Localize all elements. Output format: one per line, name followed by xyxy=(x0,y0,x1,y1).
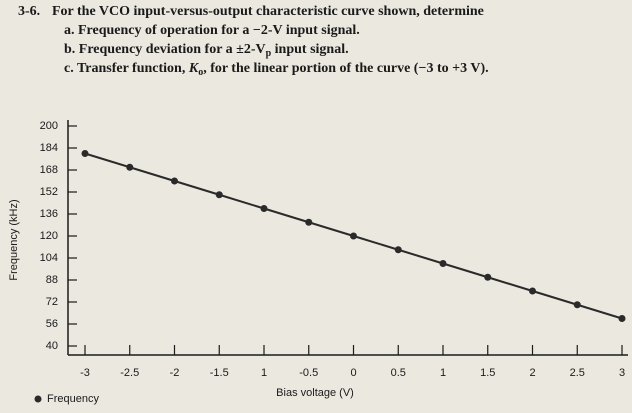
x-tick-label: 0 xyxy=(350,367,356,379)
y-tick-label: 152 xyxy=(40,186,58,198)
x-tick-label: 1 xyxy=(440,367,446,379)
item-text: p xyxy=(265,48,272,59)
data-point xyxy=(618,315,626,322)
item-text: o xyxy=(198,67,204,78)
data-point xyxy=(171,177,178,185)
data-point xyxy=(394,246,402,254)
question-stem: For the VCO input-versus-output characte… xyxy=(52,4,484,19)
item-text: a. Frequency of operation for a −2-V inp… xyxy=(64,23,360,38)
y-tick-label: 40 xyxy=(46,340,58,352)
x-tick-label: -2.5 xyxy=(120,367,139,379)
x-tick-label: -3 xyxy=(80,367,90,379)
question-number: 3-6. xyxy=(18,4,41,19)
item-text: , for the linear portion of the curve (−… xyxy=(203,61,489,76)
y-tick-label: 184 xyxy=(40,142,58,154)
data-point xyxy=(439,260,447,267)
y-tick-label: 88 xyxy=(46,274,58,286)
y-tick-label: 136 xyxy=(40,208,58,220)
y-tick-label: 72 xyxy=(46,296,58,308)
question-item: a. Frequency of operation for a −2-V inp… xyxy=(64,23,360,39)
data-point xyxy=(484,273,492,281)
data-point xyxy=(350,232,357,240)
y-axis-label: Frequency (kHz) xyxy=(8,199,20,280)
item-text: input signal. xyxy=(271,42,349,57)
x-tick-label: 2 xyxy=(529,367,535,379)
data-point xyxy=(529,287,536,295)
legend-label: Frequency xyxy=(47,393,99,405)
item-text: c. Transfer function, xyxy=(64,61,189,76)
x-tick-label: 0.5 xyxy=(391,367,406,379)
data-point xyxy=(215,191,223,199)
x-tick-label: -1.5 xyxy=(210,367,229,379)
data-point xyxy=(305,218,313,226)
question-item: b. Frequency deviation for a ±2-Vp input… xyxy=(64,42,349,59)
y-tick-label: 104 xyxy=(40,252,58,264)
x-tick-label: 2.5 xyxy=(570,367,585,379)
x-tick-label: -0.5 xyxy=(299,367,318,379)
x-tick-label: 3 xyxy=(619,367,625,379)
y-tick-label: 200 xyxy=(40,120,58,132)
y-tick-label: 168 xyxy=(40,164,58,176)
x-tick-label: -2 xyxy=(170,367,180,379)
legend-marker xyxy=(34,395,42,403)
data-point xyxy=(573,301,581,309)
y-tick-label: 56 xyxy=(46,318,58,330)
data-point xyxy=(126,163,134,171)
question-item: c. Transfer function, Ko, for the linear… xyxy=(64,61,489,78)
item-text: b. Frequency deviation for a ±2-V xyxy=(64,42,266,57)
data-point xyxy=(260,205,268,212)
y-tick-label: 120 xyxy=(40,230,58,242)
data-point xyxy=(81,150,89,157)
x-axis-label: Bias voltage (V) xyxy=(276,387,354,399)
x-tick-label: 1.5 xyxy=(480,367,495,379)
item-text: K xyxy=(188,61,199,76)
x-tick-label: 1 xyxy=(261,367,267,379)
